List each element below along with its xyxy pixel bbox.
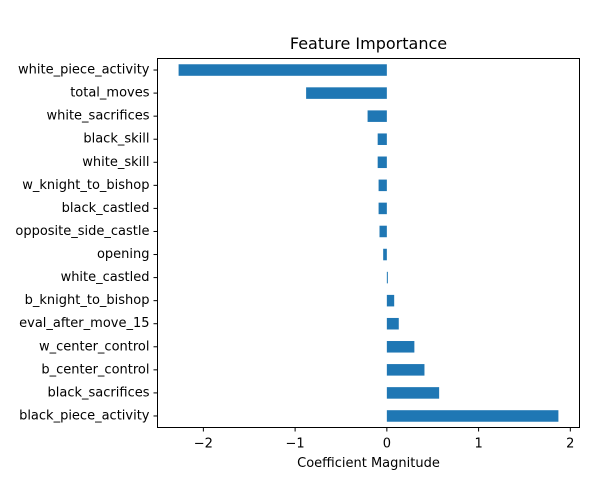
bar-black_castled [378, 202, 387, 215]
y-tick-label: total_moves [70, 86, 150, 101]
ticks-layer: black_piece_activity black_sacrifices b_ce… [15, 63, 574, 452]
y-tick-label: w_knight_to_bishop [22, 178, 149, 193]
y-tick-label: black_piece_activity [19, 408, 150, 423]
bar-black_piece_activity [386, 410, 559, 422]
bar-w_knight_to_bishop [378, 179, 387, 192]
bar-b_knight_to_bishop [386, 294, 395, 307]
bar-w_center_control [386, 341, 415, 353]
bar-white_sacrifices [367, 110, 387, 122]
y-tick-label: w_center_control [39, 339, 150, 354]
y-tick-label: white_castled [61, 270, 150, 285]
bar-eval_after_move_15 [386, 317, 399, 330]
x-tick-label: 2 [566, 437, 574, 452]
y-tick-label: opposite_side_castle [15, 224, 149, 239]
plot-frame [157, 58, 580, 428]
bar-white_piece_activity [178, 64, 387, 76]
y-tick-label: opening [97, 247, 150, 262]
bar-total_moves [306, 87, 387, 99]
bars-layer [178, 64, 559, 422]
bar-white_castled [386, 271, 388, 284]
y-tick-label: black_skill [83, 132, 149, 147]
y-tick-label: white_sacrifices [46, 109, 149, 124]
x-tick-label: 1 [474, 437, 482, 452]
x-axis-label: Coefficient Magnitude [297, 456, 440, 471]
y-tick-label: b_knight_to_bishop [25, 293, 150, 308]
bar-b_center_control [386, 364, 425, 376]
bar-opposite_side_castle [379, 225, 387, 238]
y-tick-label: white_skill [82, 155, 149, 170]
x-tick-label: −1 [286, 437, 305, 452]
x-tick-label: −2 [194, 437, 213, 452]
y-tick-label: b_center_control [41, 362, 149, 377]
y-tick-label: black_sacrifices [48, 385, 150, 400]
bar-black_skill [377, 133, 387, 145]
bar-white_skill [377, 156, 387, 169]
chart-title: Feature Importance [290, 34, 447, 53]
y-tick-label: white_piece_activity [18, 63, 150, 78]
bar-black_sacrifices [386, 387, 440, 399]
x-tick-label: 0 [383, 437, 391, 452]
y-tick-label: black_castled [62, 201, 150, 216]
bar-opening [383, 248, 387, 261]
y-tick-label: eval_after_move_15 [19, 316, 149, 331]
